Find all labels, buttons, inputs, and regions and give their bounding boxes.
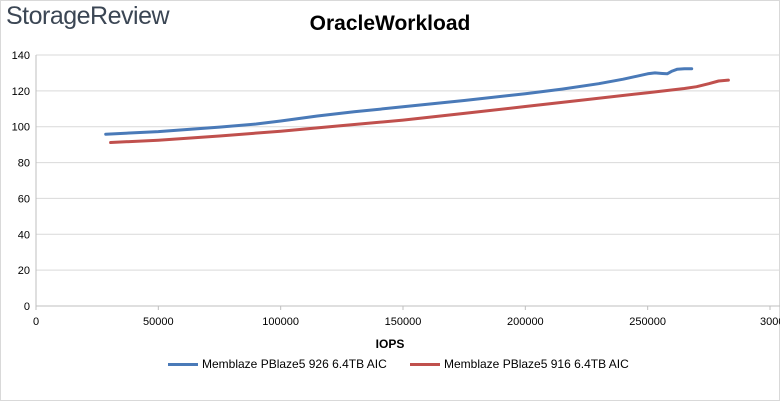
y-tick-label: 100 [12, 122, 30, 134]
legend-label-series-1: Memblaze PBlaze5 926 6.4TB AIC [202, 357, 387, 371]
chart-title: OracleWorkload [0, 12, 780, 36]
chart-legend: Memblaze PBlaze5 926 6.4TB AIC Memblaze … [0, 345, 780, 371]
x-tick-label: 3000 [760, 316, 780, 328]
chart-title-text: OracleWorkload [309, 12, 471, 35]
x-axis-label: IOPS [375, 337, 405, 351]
series-line-1 [104, 67, 694, 136]
x-tick-label: 0 [33, 316, 39, 328]
x-tick-label: 200000 [507, 316, 544, 328]
y-tick-label: 120 [12, 86, 30, 98]
y-tick-label: 40 [18, 229, 30, 241]
legend-swatch-series-2 [410, 362, 440, 366]
y-tick-label: 60 [18, 193, 30, 205]
x-tick-label: 50000 [143, 316, 174, 328]
legend-item-series-1: Memblaze PBlaze5 926 6.4TB AIC [168, 357, 387, 371]
x-tick-label: 150000 [385, 316, 422, 328]
x-tick-label: 100000 [262, 316, 299, 328]
legend-item-series-2: Memblaze PBlaze5 916 6.4TB AIC [410, 357, 629, 371]
x-tick-label: 250000 [629, 316, 666, 328]
brand-logo: StorageReview [6, 2, 170, 30]
y-tick-label: 140 [12, 50, 30, 62]
legend-swatch-series-1 [168, 362, 198, 366]
legend-label-series-2: Memblaze PBlaze5 916 6.4TB AIC [444, 357, 629, 371]
y-tick-label: 0 [24, 301, 30, 313]
y-tick-label: 20 [18, 265, 30, 277]
y-tick-label: 80 [18, 158, 30, 170]
series-line-2 [109, 78, 730, 144]
line-chart: 0 20 40 60 80 100 120 140 0 50000 100000 150000 2000… [12, 50, 780, 328]
